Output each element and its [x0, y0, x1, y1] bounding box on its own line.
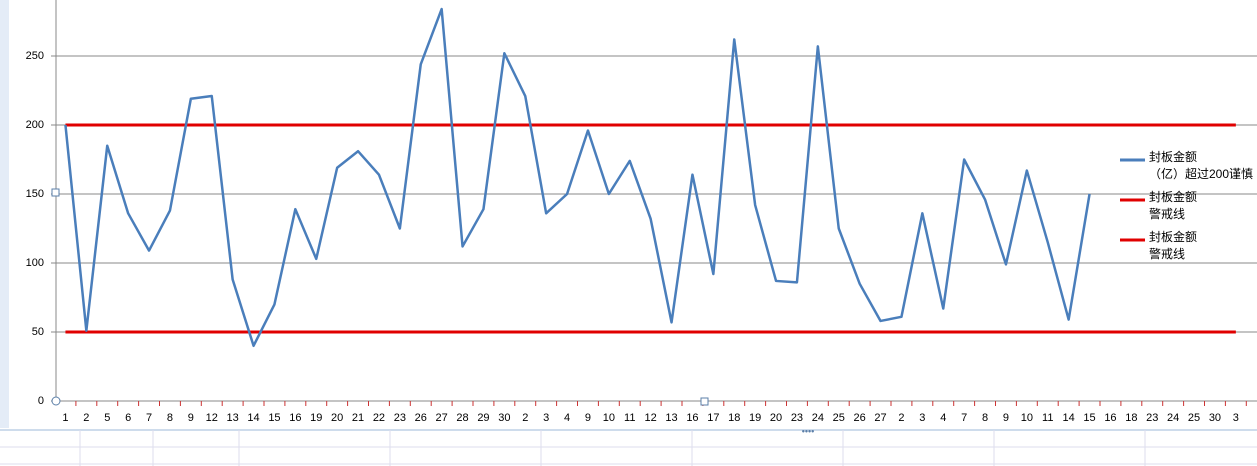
x-tick-label: 25 — [833, 412, 845, 424]
x-tick-label: 9 — [1003, 412, 1009, 424]
x-tick-label: 15 — [268, 412, 280, 424]
legend-label: 封板金额 （亿）超过200谨慎 — [1149, 150, 1254, 181]
x-tick-label: 6 — [125, 412, 131, 424]
x-tick-label: 2 — [522, 412, 528, 424]
x-tick-label: 27 — [436, 412, 448, 424]
x-tick-label: 30 — [498, 412, 510, 424]
x-tick-label: 2 — [898, 412, 904, 424]
x-tick-label: 12 — [206, 412, 218, 424]
x-tick-label: 24 — [812, 412, 824, 424]
row-header-strip — [0, 0, 9, 428]
y-tick-label: 50 — [32, 326, 44, 338]
x-tick-label: 16 — [289, 412, 301, 424]
x-tick-label: 9 — [585, 412, 591, 424]
x-tick-label: 3 — [543, 412, 549, 424]
x-tick-label: 8 — [167, 412, 173, 424]
x-tick-label: 21 — [352, 412, 364, 424]
x-tick-label: 3 — [1233, 412, 1239, 424]
legend-label: 封板金额 警戒线 — [1149, 230, 1198, 261]
x-tick-label: 23 — [791, 412, 803, 424]
x-tick-label: 7 — [146, 412, 152, 424]
x-tick-label: 14 — [247, 412, 259, 424]
x-tick-label: 16 — [1104, 412, 1116, 424]
x-tick-label: 14 — [1063, 412, 1075, 424]
x-tick-label: 12 — [645, 412, 657, 424]
x-tick-label: 19 — [310, 412, 322, 424]
selection-handle[interactable] — [700, 397, 709, 406]
x-tick-label: 26 — [415, 412, 427, 424]
x-tick-label: 4 — [564, 412, 570, 424]
y-tick-label: 0 — [38, 395, 44, 407]
x-tick-label: 9 — [188, 412, 194, 424]
x-tick-label: 30 — [1209, 412, 1221, 424]
x-tick-label: 5 — [104, 412, 110, 424]
x-tick-label: 20 — [770, 412, 782, 424]
x-tick-label: 29 — [477, 412, 489, 424]
x-tick-label: 1 — [62, 412, 68, 424]
x-tick-label: 3 — [919, 412, 925, 424]
y-tick-label: 100 — [26, 257, 44, 269]
x-tick-label: 23 — [1146, 412, 1158, 424]
selection-handle[interactable] — [51, 188, 60, 197]
x-tick-label: 2 — [83, 412, 89, 424]
x-tick-label: 4 — [940, 412, 946, 424]
x-tick-label: 17 — [707, 412, 719, 424]
x-tick-label: 10 — [603, 412, 615, 424]
x-tick-label: 26 — [854, 412, 866, 424]
x-tick-label: 28 — [456, 412, 468, 424]
series-line — [64, 7, 1091, 348]
x-tick-label: 25 — [1188, 412, 1200, 424]
x-tick-label: 11 — [1042, 412, 1053, 424]
x-tick-label: 10 — [1021, 412, 1033, 424]
x-tick-label: 18 — [1125, 412, 1137, 424]
x-tick-label: 16 — [686, 412, 698, 424]
y-tick-label: 150 — [26, 188, 44, 200]
x-tick-label: 8 — [982, 412, 988, 424]
x-tick-label: 20 — [331, 412, 343, 424]
x-tick-label: 27 — [874, 412, 886, 424]
legend-label: 封板金额 警戒线 — [1149, 190, 1198, 221]
x-tick-label: 18 — [728, 412, 740, 424]
resize-grip[interactable]: •••• — [802, 426, 815, 436]
x-tick-label: 13 — [665, 412, 677, 424]
x-tick-label: 23 — [394, 412, 406, 424]
y-tick-label: 200 — [26, 119, 44, 131]
x-tick-label: 11 — [624, 412, 635, 424]
x-tick-label: 15 — [1083, 412, 1095, 424]
x-tick-label: 7 — [961, 412, 967, 424]
x-tick-label: 19 — [749, 412, 761, 424]
x-tick-label: 13 — [227, 412, 239, 424]
x-tick-label: 22 — [373, 412, 385, 424]
y-tick-label: 250 — [26, 50, 44, 62]
x-tick-label: 24 — [1167, 412, 1179, 424]
selection-handle[interactable] — [51, 396, 61, 406]
